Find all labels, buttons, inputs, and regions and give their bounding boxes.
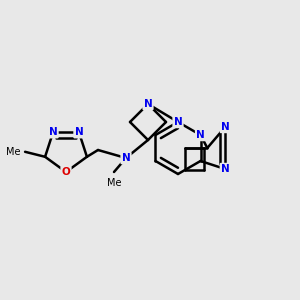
Text: N: N (196, 130, 205, 140)
Text: O: O (61, 167, 70, 177)
Text: Me: Me (6, 147, 20, 157)
Text: N: N (174, 117, 182, 127)
Text: N: N (221, 122, 230, 132)
Text: Me: Me (107, 178, 121, 188)
Text: N: N (144, 99, 152, 109)
Text: N: N (122, 153, 130, 163)
Text: N: N (75, 127, 83, 137)
Text: N: N (221, 164, 230, 174)
Text: N: N (49, 127, 57, 137)
